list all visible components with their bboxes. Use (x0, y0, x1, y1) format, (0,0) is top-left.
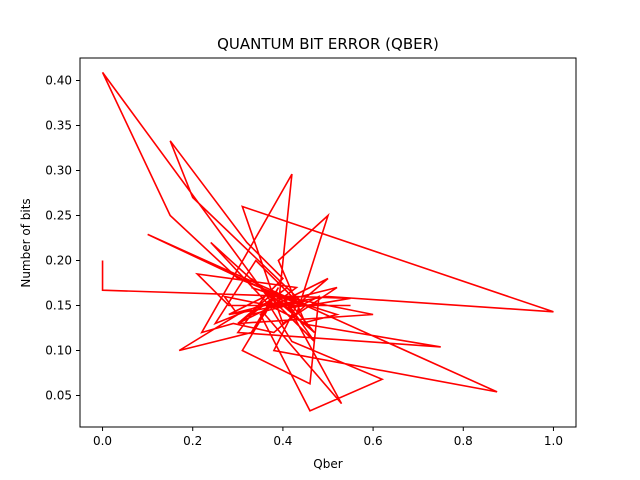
y-tick-label: 0.15 (45, 299, 72, 313)
x-tick-label: 0.4 (273, 434, 292, 448)
plot-frame (79, 57, 577, 428)
y-tick-label: 0.30 (45, 164, 72, 178)
x-tick-label: 1.0 (544, 434, 563, 448)
y-axis-ticks: 0.05 0.10 0.15 0.20 0.25 0.30 0.35 0.40 (45, 74, 80, 403)
x-tick-label: 0.2 (183, 434, 202, 448)
y-tick-label: 0.20 (45, 254, 72, 268)
x-axis-ticks: 0.0 0.2 0.4 0.6 0.8 1.0 (93, 427, 563, 448)
y-tick-label: 0.40 (45, 74, 72, 88)
x-tick-label: 0.8 (454, 434, 473, 448)
y-axis-label: Number of bits (19, 198, 33, 287)
x-axis-label: Qber (313, 457, 342, 471)
y-tick-label: 0.10 (45, 344, 72, 358)
plot-series-group (101, 71, 554, 412)
y-tick-label: 0.35 (45, 119, 72, 133)
y-tick-label: 0.05 (45, 389, 72, 403)
x-tick-label: 0.0 (93, 434, 112, 448)
chart-title: QUANTUM BIT ERROR (QBER) (217, 35, 439, 53)
x-tick-label: 0.6 (364, 434, 383, 448)
series-line-0 (101, 71, 554, 412)
y-tick-label: 0.25 (45, 209, 72, 223)
